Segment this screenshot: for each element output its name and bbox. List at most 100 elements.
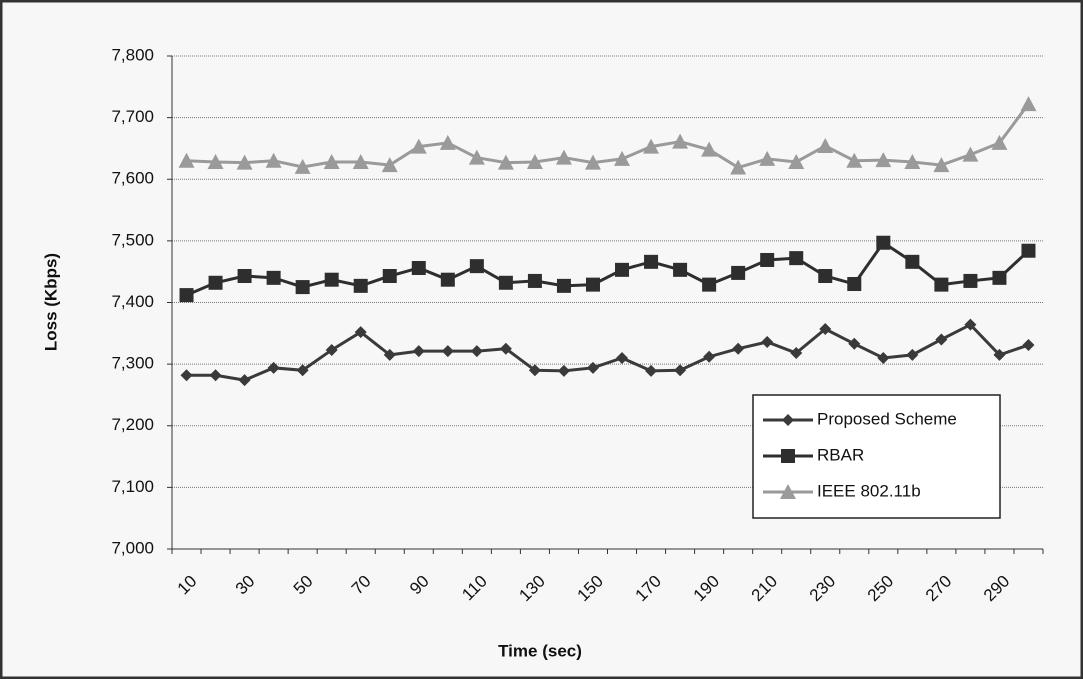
legend-label: RBAR (817, 445, 864, 464)
marker (383, 348, 396, 361)
y-tick-label: 7,100 (111, 477, 154, 496)
marker (353, 278, 368, 293)
marker (759, 150, 776, 166)
marker (411, 260, 426, 275)
marker (238, 374, 251, 387)
marker (819, 322, 832, 335)
marker (354, 326, 367, 339)
marker (615, 262, 630, 277)
marker (818, 269, 833, 284)
marker (325, 343, 338, 356)
marker (497, 154, 514, 170)
x-axis-title: Time (sec) (498, 641, 582, 660)
marker (179, 288, 194, 303)
marker (528, 364, 541, 377)
marker (1020, 96, 1037, 112)
marker (906, 348, 919, 361)
y-tick-label: 7,500 (111, 230, 154, 249)
marker (760, 252, 775, 267)
marker (672, 133, 689, 149)
marker (469, 259, 484, 274)
marker (904, 153, 921, 169)
marker (586, 361, 599, 374)
marker (266, 270, 281, 285)
marker (730, 159, 747, 175)
marker (732, 342, 745, 355)
marker (1021, 243, 1036, 258)
marker (788, 153, 805, 169)
marker (295, 280, 310, 295)
marker (876, 235, 891, 250)
marker (382, 269, 397, 284)
marker (962, 146, 979, 162)
marker (673, 262, 688, 277)
marker (556, 278, 571, 293)
marker (701, 141, 718, 157)
marker (294, 158, 311, 174)
marker (991, 134, 1008, 150)
marker (526, 153, 543, 169)
marker (933, 157, 950, 173)
y-axis-title: Loss (Kbps) (41, 253, 60, 351)
marker (468, 149, 485, 165)
marker (644, 254, 659, 269)
legend-marker (781, 449, 795, 463)
y-tick-label: 7,000 (111, 538, 154, 557)
legend-label: IEEE 802.11b (817, 481, 921, 500)
marker (992, 270, 1007, 285)
marker (470, 345, 483, 358)
marker (236, 154, 253, 170)
marker (847, 277, 862, 292)
y-tick-label: 7,700 (111, 107, 154, 126)
marker (789, 251, 804, 266)
marker (731, 265, 746, 280)
marker (817, 137, 834, 153)
marker (412, 345, 425, 358)
y-tick-label: 7,400 (111, 292, 154, 311)
marker (585, 277, 600, 292)
marker (616, 351, 629, 364)
y-tick-label: 7,600 (111, 169, 154, 188)
marker (557, 364, 570, 377)
marker (439, 134, 456, 150)
marker (441, 345, 454, 358)
marker (875, 152, 892, 168)
marker (410, 138, 427, 154)
marker (208, 275, 223, 290)
marker (584, 154, 601, 170)
series-line (186, 103, 1030, 170)
marker (1022, 339, 1035, 352)
marker (324, 272, 339, 287)
marker (323, 153, 340, 169)
marker (614, 150, 631, 166)
marker (934, 277, 949, 292)
legend-marker (782, 414, 794, 426)
marker (207, 153, 224, 169)
marker (877, 351, 890, 364)
marker (761, 335, 774, 348)
legend-marker (780, 484, 796, 499)
marker (237, 269, 252, 284)
marker (178, 152, 195, 168)
marker (265, 152, 282, 168)
marker (846, 152, 863, 168)
marker (643, 138, 660, 154)
marker (499, 342, 512, 355)
marker (440, 272, 455, 287)
y-tick-label: 7,800 (111, 45, 154, 64)
marker (498, 275, 513, 290)
marker (180, 369, 193, 382)
marker (790, 347, 803, 360)
marker (674, 364, 687, 377)
marker (527, 273, 542, 288)
marker (296, 364, 309, 377)
legend-label: Proposed Scheme (817, 409, 957, 428)
marker (352, 153, 369, 169)
marker (703, 350, 716, 363)
marker (964, 318, 977, 331)
marker (209, 369, 222, 382)
y-tick-label: 7,300 (111, 354, 154, 373)
marker (905, 254, 920, 269)
